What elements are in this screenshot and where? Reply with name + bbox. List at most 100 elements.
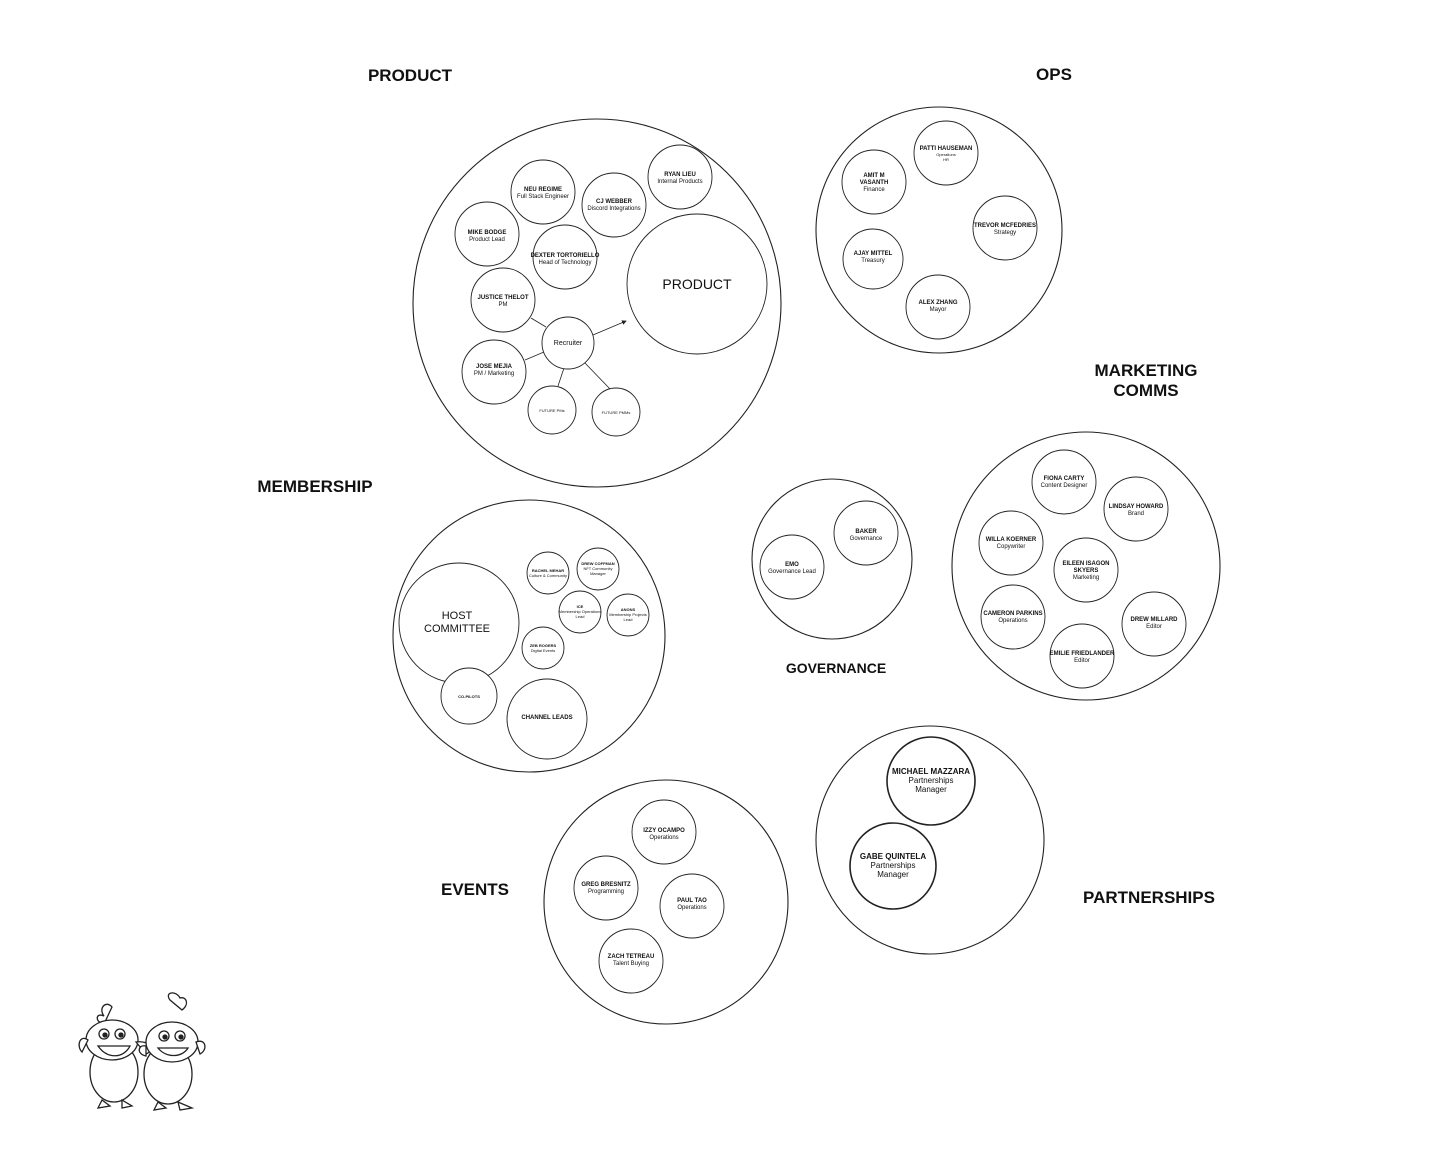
svg-text:Operations: Operations <box>936 152 956 157</box>
svg-text:RYAN LIEU: RYAN LIEU <box>664 172 696 178</box>
member-eileen-isagon-skyers: EILEEN ISAGON SKYERS Marketing <box>1053 537 1119 603</box>
member-patti-hauseman: PATTI HAUSEMAN Operations HR <box>913 120 979 186</box>
svg-text:CO-PILOTS: CO-PILOTS <box>458 694 480 699</box>
svg-text:Manager: Manager <box>915 785 947 794</box>
member-greg-bresnitz: GREG BRESNITZ Programming <box>573 855 639 921</box>
svg-text:EMO: EMO <box>785 562 799 568</box>
member-paul-tao: PAUL TAO Operations <box>659 873 725 939</box>
section-title-ops: OPS <box>1036 65 1072 84</box>
svg-text:Operations: Operations <box>998 618 1027 624</box>
svg-text:GABE QUINTELA: GABE QUINTELA <box>860 852 926 861</box>
member-amit-vasanth: AMIT M VASANTH Finance <box>841 149 907 215</box>
section-title-marketing: MARKETING <box>1095 361 1198 380</box>
svg-text:TREVOR MCFEDRIES: TREVOR MCFEDRIES <box>974 223 1036 229</box>
member-gabe-quintela: GABE QUINTELA Partnerships Manager <box>849 822 937 910</box>
svg-text:Copywriter: Copywriter <box>997 544 1026 550</box>
svg-text:ANONS: ANONS <box>621 607 636 612</box>
svg-text:Editor: Editor <box>1074 658 1090 664</box>
svg-text:PAUL TAO: PAUL TAO <box>677 898 707 904</box>
future-pms-node: FUTURE PMs <box>527 385 577 435</box>
marketing-group-circle <box>951 431 1221 701</box>
member-drew-coffman: DREW COFFMAN NFT Community Manager <box>576 547 620 591</box>
svg-text:BAKER: BAKER <box>855 529 877 535</box>
svg-text:FUTURE PMMs: FUTURE PMMs <box>602 410 631 415</box>
svg-text:Lead: Lead <box>576 614 585 619</box>
svg-text:WILLA KOERNER: WILLA KOERNER <box>986 537 1037 543</box>
member-ajay-mittel: AJAY MITTEL Treasury <box>842 228 904 290</box>
future-pmms-node: FUTURE PMMs <box>591 387 641 437</box>
member-alex-zhang: ALEX ZHANG Mayor <box>905 274 971 340</box>
svg-text:Talent Buying: Talent Buying <box>613 961 649 967</box>
member-zeb-rogers: ZEB ROGERS Digital Events <box>521 626 565 670</box>
svg-text:JUSTICE THELOT: JUSTICE THELOT <box>477 295 528 301</box>
svg-text:Internal Products: Internal Products <box>657 179 702 185</box>
host-committee-circle: HOST COMMITTEE <box>398 562 520 684</box>
svg-text:AJAY MITTEL: AJAY MITTEL <box>854 251 893 257</box>
svg-text:PRODUCT: PRODUCT <box>662 276 732 292</box>
member-willa-koerner: WILLA KOERNER Copywriter <box>978 510 1044 576</box>
member-baker: BAKER Governance <box>833 500 899 566</box>
svg-text:Product Lead: Product Lead <box>469 237 505 243</box>
member-izzy-ocampo: IZZY OCAMPO Operations <box>631 799 697 865</box>
svg-text:MIKE BODGE: MIKE BODGE <box>468 230 507 236</box>
member-mike-bodge: MIKE BODGE Product Lead <box>454 201 520 267</box>
copilots-circle: CO-PILOTS <box>440 667 498 725</box>
recruiter-node: Recruiter <box>541 316 595 370</box>
product-main-circle: PRODUCT <box>626 213 768 355</box>
svg-text:PM: PM <box>499 302 508 308</box>
svg-text:SKYERS: SKYERS <box>1074 568 1099 574</box>
svg-text:ZACH TETREAU: ZACH TETREAU <box>608 954 655 960</box>
svg-text:Governance Lead: Governance Lead <box>768 569 816 575</box>
svg-text:Digital Events: Digital Events <box>531 648 555 653</box>
member-anons: ANONS Membership Projects Lead <box>606 593 650 637</box>
svg-text:Programming: Programming <box>588 889 624 895</box>
svg-text:Recruiter: Recruiter <box>554 340 583 347</box>
section-title-product: PRODUCT <box>368 66 453 85</box>
section-title-membership: MEMBERSHIP <box>257 477 372 496</box>
svg-text:HR: HR <box>943 157 949 162</box>
member-trevor-mcfedries: TREVOR MCFEDRIES Strategy <box>972 195 1038 261</box>
svg-text:LINDSAY HOWARD: LINDSAY HOWARD <box>1109 504 1164 510</box>
partnerships-group-circle <box>815 725 1045 955</box>
svg-text:RACHEL MEHAR: RACHEL MEHAR <box>532 568 564 573</box>
svg-text:Operations: Operations <box>649 835 678 841</box>
svg-text:GREG BRESNITZ: GREG BRESNITZ <box>581 882 631 888</box>
section-title-events: EVENTS <box>441 880 509 899</box>
member-emilie-friedlander: EMILIE FRIEDLANDER Editor <box>1049 623 1115 689</box>
svg-text:Manager: Manager <box>877 870 909 879</box>
svg-text:CAMERON PARKINS: CAMERON PARKINS <box>983 611 1042 617</box>
ops-group-circle <box>815 106 1063 354</box>
svg-text:COMMITTEE: COMMITTEE <box>424 623 490 635</box>
svg-text:FIONA CARTY: FIONA CARTY <box>1044 476 1085 482</box>
channel-leads-circle: CHANNEL LEADS <box>506 678 588 760</box>
svg-text:CJ WEBBER: CJ WEBBER <box>596 199 633 205</box>
svg-text:Manager: Manager <box>590 571 606 576</box>
member-justice-thelot: JUSTICE THELOT PM <box>470 267 536 333</box>
link-recruiter-justice <box>530 317 547 328</box>
svg-text:Mayor: Mayor <box>930 307 947 313</box>
member-neu-regime: NEU REGIME Full Stack Engineer <box>510 159 576 225</box>
svg-text:NFT Community: NFT Community <box>583 566 612 571</box>
twin-chickens-mascot-icon <box>78 992 206 1111</box>
svg-text:Marketing: Marketing <box>1073 575 1099 581</box>
link-recruiter-product <box>592 320 627 336</box>
svg-text:Brand: Brand <box>1128 511 1144 517</box>
svg-text:Strategy: Strategy <box>994 230 1016 236</box>
svg-text:DREW MILLARD: DREW MILLARD <box>1131 617 1179 623</box>
member-dexter-tortoriello: DEXTER TORTORIELLO Head of Technology <box>531 224 600 290</box>
svg-text:Head of Technology: Head of Technology <box>539 260 592 266</box>
member-zach-tetreau: ZACH TETREAU Talent Buying <box>598 928 664 994</box>
svg-text:Governance: Governance <box>850 536 883 542</box>
svg-text:Finance: Finance <box>863 187 885 193</box>
product-group-circle <box>412 118 782 488</box>
svg-text:IZZY OCAMPO: IZZY OCAMPO <box>643 828 685 834</box>
svg-text:Lead: Lead <box>624 617 633 622</box>
svg-text:Content Designer: Content Designer <box>1041 483 1088 489</box>
svg-text:NEU REGIME: NEU REGIME <box>524 187 562 193</box>
member-cj-webber: CJ WEBBER Discord Integrations <box>581 172 647 238</box>
svg-text:Membership Operations: Membership Operations <box>559 609 602 614</box>
svg-text:Treasury: Treasury <box>861 258 884 264</box>
svg-text:FUTURE PMs: FUTURE PMs <box>539 408 564 413</box>
member-cameron-parkins: CAMERON PARKINS Operations <box>980 584 1046 650</box>
